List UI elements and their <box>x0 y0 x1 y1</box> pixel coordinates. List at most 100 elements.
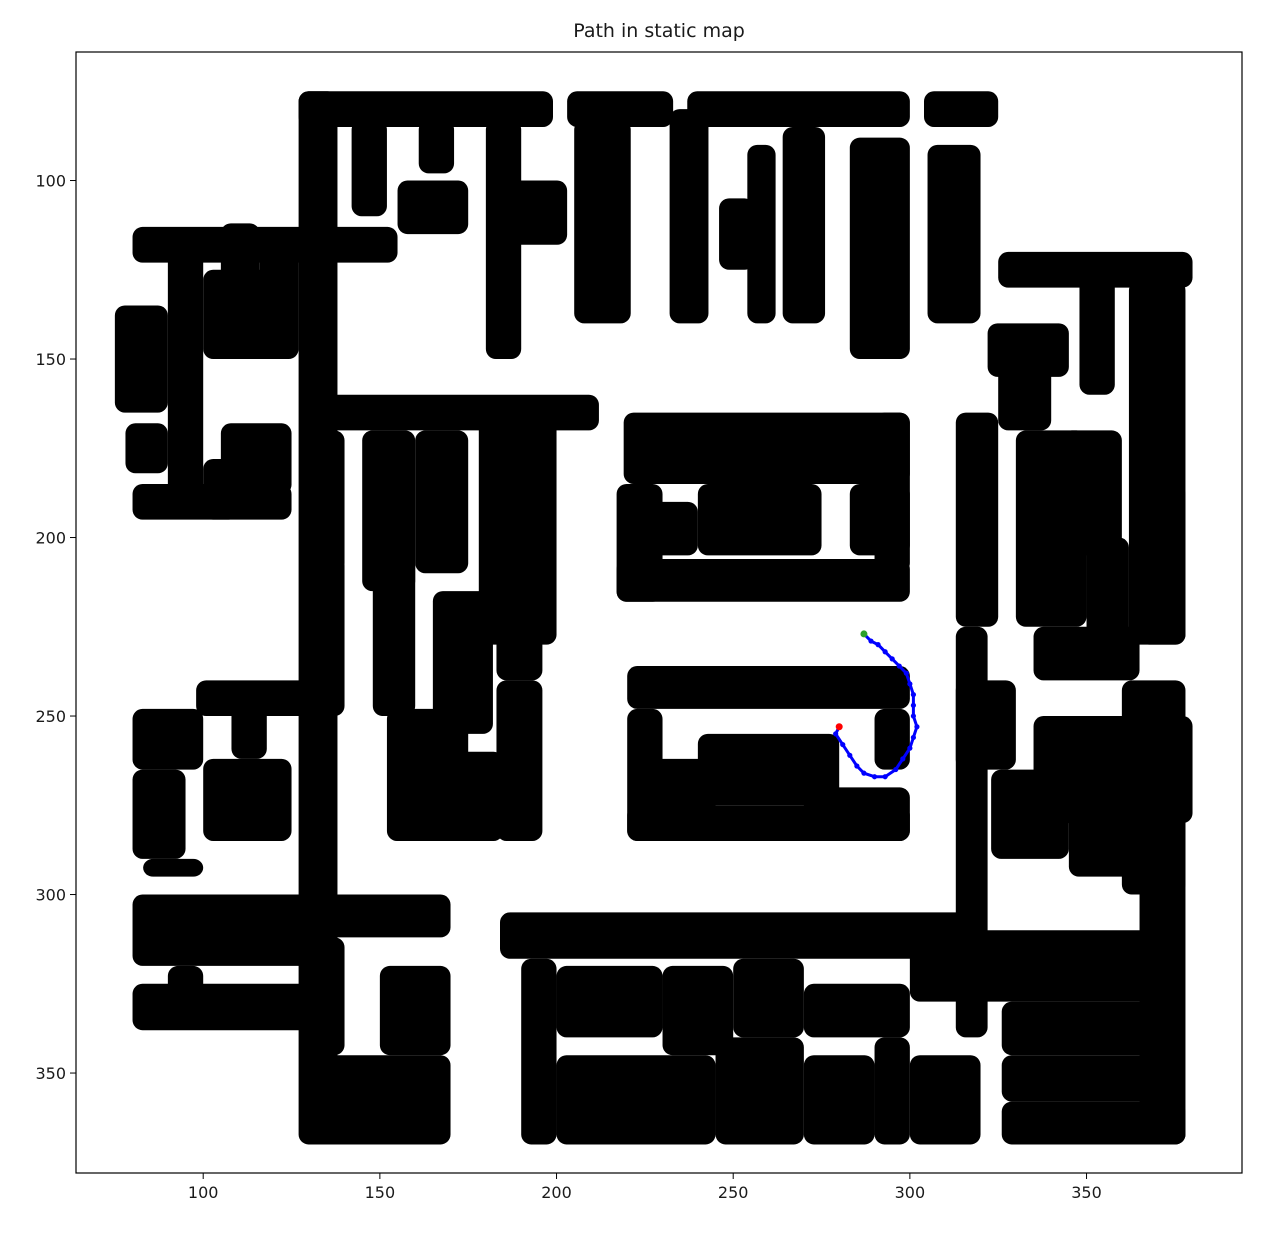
obstacle-block <box>521 958 557 1145</box>
y-tick-label: 250 <box>35 707 66 726</box>
path-point <box>875 642 881 648</box>
obstacle-block <box>309 1055 451 1145</box>
obstacle-block <box>1061 430 1122 556</box>
obstacle-block <box>874 708 910 770</box>
x-tick-label: 150 <box>365 1183 396 1202</box>
x-tick-label: 200 <box>541 1183 572 1202</box>
obstacle-block <box>955 412 999 627</box>
obstacle-block <box>167 244 204 502</box>
obstacle-block <box>715 1037 804 1145</box>
path-point <box>882 649 888 655</box>
obstacle-block <box>803 787 910 841</box>
obstacle-block <box>623 412 910 484</box>
path-point <box>847 752 853 758</box>
obstacle-block <box>143 858 204 877</box>
obstacle-block <box>418 119 455 174</box>
obstacle-block <box>305 894 451 938</box>
path-point <box>910 702 917 708</box>
obstacle-block <box>687 91 910 127</box>
obstacle-block <box>203 758 292 841</box>
path-point <box>910 692 917 698</box>
obstacle-block <box>220 223 260 324</box>
path-point <box>893 766 899 773</box>
obstacle-block <box>669 109 709 324</box>
obstacle-block <box>1079 273 1115 395</box>
obstacle-block <box>309 430 345 574</box>
obstacle-block <box>998 359 1052 431</box>
obstacle-block <box>231 687 267 759</box>
y-tick-label: 350 <box>35 1064 66 1083</box>
obstacle-block <box>485 119 522 360</box>
obstacle-block <box>909 1055 981 1145</box>
obstacle-block <box>616 558 910 602</box>
path-point <box>903 670 909 676</box>
obstacle-block <box>782 126 826 324</box>
obstacle-block <box>644 501 698 556</box>
path-point <box>889 656 895 662</box>
path-layer <box>833 631 920 780</box>
obstacle-block <box>1001 1055 1158 1102</box>
y-tick-label: 300 <box>35 886 66 905</box>
obstacle-block <box>955 680 1016 770</box>
obstacle-block <box>874 1037 910 1145</box>
obstacle-block <box>432 591 493 734</box>
obstacle-block <box>803 1055 875 1145</box>
start-marker <box>860 630 868 638</box>
obstacle-block <box>567 91 674 127</box>
goal-marker <box>835 723 843 731</box>
obstacle-block <box>305 937 345 1056</box>
obstacle-block <box>132 769 186 859</box>
obstacle-block <box>1086 537 1129 652</box>
path-point <box>910 734 917 741</box>
path-point <box>861 770 867 776</box>
obstacle-block <box>362 430 416 592</box>
x-tick-label: 300 <box>895 1183 926 1202</box>
obstacle-block <box>556 1055 716 1145</box>
obstacle-block <box>500 912 981 959</box>
obstacle-block <box>719 198 755 270</box>
obstacle-block <box>309 555 345 717</box>
obstacle-block <box>574 119 631 324</box>
obstacle-block <box>697 733 840 806</box>
obstacle-block <box>874 412 910 574</box>
obstacle-block <box>415 430 469 574</box>
path-point <box>896 663 902 669</box>
obstacle-block <box>733 958 804 1038</box>
obstacle-block <box>132 708 204 770</box>
obstacle-block <box>132 983 338 1031</box>
obstacle-block <box>627 666 910 709</box>
obstacle-block <box>991 769 1069 859</box>
obstacle-block <box>556 965 663 1038</box>
y-tick-label: 150 <box>35 350 66 369</box>
obstacle-block <box>927 144 981 324</box>
x-tick-label: 100 <box>188 1183 219 1202</box>
obstacle-block <box>662 965 734 1056</box>
obstacle-block <box>1001 1001 1158 1056</box>
obstacle-block <box>1139 483 1186 645</box>
obstacle-block <box>397 180 469 235</box>
path-point <box>871 774 878 780</box>
path-point <box>914 724 920 730</box>
path-point <box>910 713 917 719</box>
path-point <box>882 774 888 780</box>
obstacle-block <box>496 680 543 841</box>
obstacle-block <box>909 930 1158 1002</box>
path-point <box>854 763 860 769</box>
obstacle-block <box>132 894 338 966</box>
obstacle-block <box>372 555 416 717</box>
marker-layer <box>835 630 868 731</box>
x-tick-label: 250 <box>718 1183 749 1202</box>
obstacle-block <box>114 305 168 413</box>
y-axis: 100 150 200 250 300 350 <box>35 172 76 1083</box>
obstacle-block <box>259 251 299 360</box>
path-point <box>907 681 913 687</box>
y-tick-label: 200 <box>35 529 66 548</box>
obstacle-block <box>507 180 568 245</box>
path-point <box>833 731 839 737</box>
path-point <box>907 745 913 751</box>
obstacle-block <box>125 423 168 474</box>
obstacle-block <box>1139 858 1186 1145</box>
obstacle-block <box>298 91 553 127</box>
obstacle-block <box>1121 680 1186 895</box>
